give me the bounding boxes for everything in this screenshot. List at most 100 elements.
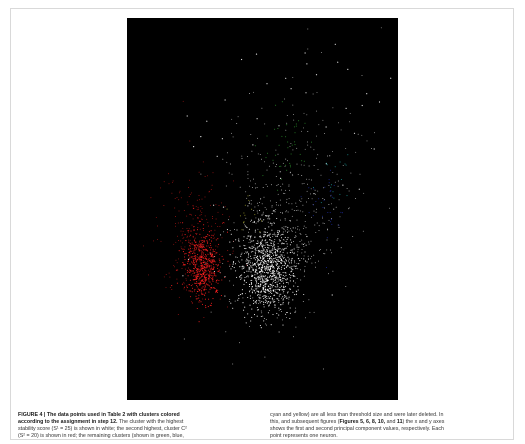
white-cluster-point	[260, 315, 262, 318]
white-cluster-point	[258, 285, 260, 287]
white-cluster-point	[272, 275, 274, 277]
white-cluster-point	[271, 204, 273, 206]
white-cluster-point	[251, 282, 253, 284]
white-cluster-point	[272, 290, 274, 292]
red-cluster-point	[184, 273, 186, 275]
white-cluster-point	[286, 265, 288, 267]
red-cluster-point	[203, 267, 205, 269]
red-cluster-point	[193, 272, 195, 275]
figure-reference-link[interactable]: 11	[396, 418, 403, 425]
white-cluster-point	[271, 222, 273, 224]
white-cluster-point	[281, 289, 283, 291]
red-cluster-point	[183, 283, 185, 285]
white-cluster-point	[304, 251, 306, 253]
red-cluster-point	[190, 269, 192, 271]
red-cluster-point	[198, 243, 200, 245]
white-cluster-point	[256, 290, 258, 292]
red-cluster-point	[202, 161, 204, 163]
white-cluster-point	[303, 275, 305, 277]
white-cluster-point	[298, 258, 300, 260]
red-cluster-point	[217, 211, 219, 213]
white-cluster-point	[258, 264, 260, 266]
white-cluster-point	[284, 217, 286, 219]
red-cluster-point	[192, 258, 194, 260]
red-cluster-point	[201, 262, 203, 264]
white-cluster-point	[334, 43, 336, 45]
red-cluster-point	[197, 270, 199, 272]
white-cluster-point	[268, 257, 270, 259]
white-cluster-point	[257, 272, 259, 274]
white-cluster-point	[262, 285, 264, 287]
white-cluster-point	[250, 271, 252, 273]
red-cluster-point	[206, 267, 208, 269]
white-cluster-point	[291, 215, 293, 217]
white-cluster-point	[244, 316, 246, 318]
cluster-red-points	[143, 100, 248, 323]
white-cluster-point	[259, 278, 261, 280]
white-cluster-point	[232, 307, 234, 309]
white-cluster-point	[293, 119, 295, 121]
white-cluster-point	[279, 199, 281, 201]
red-cluster-point	[204, 256, 205, 257]
white-cluster-point	[295, 307, 297, 309]
red-cluster-point	[189, 296, 191, 297]
red-cluster-point	[198, 195, 200, 196]
cluster-green-points	[254, 101, 312, 191]
white-cluster-point	[282, 285, 284, 287]
red-cluster-point	[193, 275, 195, 277]
white-cluster-point	[250, 280, 252, 282]
white-cluster-point	[288, 283, 289, 285]
white-cluster-point	[283, 226, 285, 228]
white-cluster-point	[309, 311, 311, 313]
white-cluster-point	[270, 261, 272, 263]
white-cluster-point	[371, 148, 372, 149]
white-cluster-point	[285, 240, 287, 242]
red-cluster-point	[197, 259, 199, 261]
white-cluster-point	[295, 293, 298, 295]
white-cluster-point	[254, 231, 256, 233]
white-cluster-point	[260, 264, 262, 266]
white-cluster-point	[286, 297, 288, 299]
white-cluster-point	[252, 247, 254, 249]
white-cluster-point	[280, 308, 282, 310]
green-cluster-point	[290, 153, 292, 155]
white-cluster-point	[261, 265, 263, 267]
white-cluster-point	[257, 263, 259, 265]
white-cluster-point	[260, 262, 262, 264]
white-cluster-point	[263, 290, 265, 292]
white-cluster-point	[261, 107, 263, 109]
red-cluster-point	[228, 216, 230, 218]
red-cluster-point	[209, 277, 211, 279]
white-cluster-point	[249, 247, 251, 249]
white-cluster-point	[282, 183, 284, 185]
white-cluster-point	[257, 265, 260, 267]
red-cluster-point	[210, 237, 212, 239]
red-cluster-point	[211, 262, 213, 264]
white-cluster-point	[270, 265, 272, 267]
red-cluster-point	[206, 283, 208, 285]
white-cluster-point	[278, 295, 280, 297]
cyan-cluster-point	[320, 202, 322, 204]
red-cluster-point	[194, 268, 196, 270]
white-cluster-point	[283, 249, 285, 251]
white-cluster-point	[266, 297, 268, 300]
red-cluster-point	[196, 244, 198, 246]
white-cluster-point	[259, 257, 261, 259]
red-cluster-point	[220, 266, 222, 268]
figure-reference-link[interactable]: Figures 5, 6, 8, 10,	[339, 418, 386, 425]
white-cluster-point	[262, 213, 264, 215]
red-cluster-point	[204, 280, 206, 282]
red-cluster-point	[203, 317, 205, 318]
red-cluster-point	[201, 267, 203, 269]
red-cluster-point	[202, 254, 204, 256]
white-cluster-point	[261, 290, 263, 292]
green-cluster-point	[262, 175, 264, 177]
white-cluster-point	[285, 281, 287, 284]
white-cluster-point	[274, 254, 277, 256]
red-cluster-point	[196, 256, 198, 258]
white-cluster-point	[303, 225, 305, 227]
red-cluster-point	[178, 240, 179, 241]
white-cluster-point	[282, 239, 284, 241]
red-cluster-point	[196, 278, 198, 280]
red-cluster-point	[227, 250, 229, 251]
